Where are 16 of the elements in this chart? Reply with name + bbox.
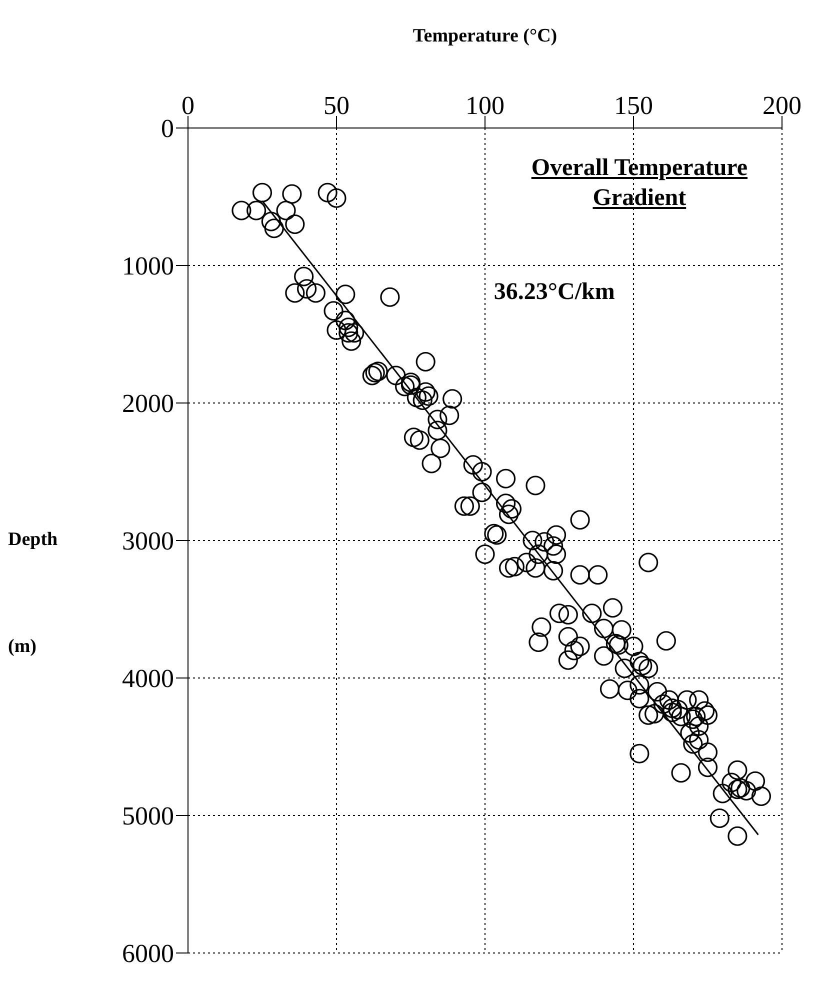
annotation: 36.23°C/km (494, 278, 616, 306)
x-tick-label: 150 (614, 91, 653, 120)
y-tick-label: 0 (161, 114, 174, 144)
x-axis-title: Temperature (°C) (412, 25, 558, 46)
y-tick-label: 6000 (122, 939, 174, 968)
x-tick-label: 50 (324, 91, 350, 120)
x-tick-label: 0 (182, 91, 194, 120)
annotation: Overall Temperature Gradient (530, 154, 749, 213)
x-tick-label: 100 (466, 91, 504, 120)
y-tick-label: 3000 (122, 526, 174, 556)
y-tick-label: 1000 (122, 252, 174, 281)
y-tick-label: 2000 (122, 389, 174, 418)
y-tick-label: 4000 (122, 664, 174, 694)
y-tick-label: 5000 (122, 802, 174, 831)
x-tick-label: 200 (762, 91, 802, 120)
text: Depth (m) (8, 528, 58, 657)
